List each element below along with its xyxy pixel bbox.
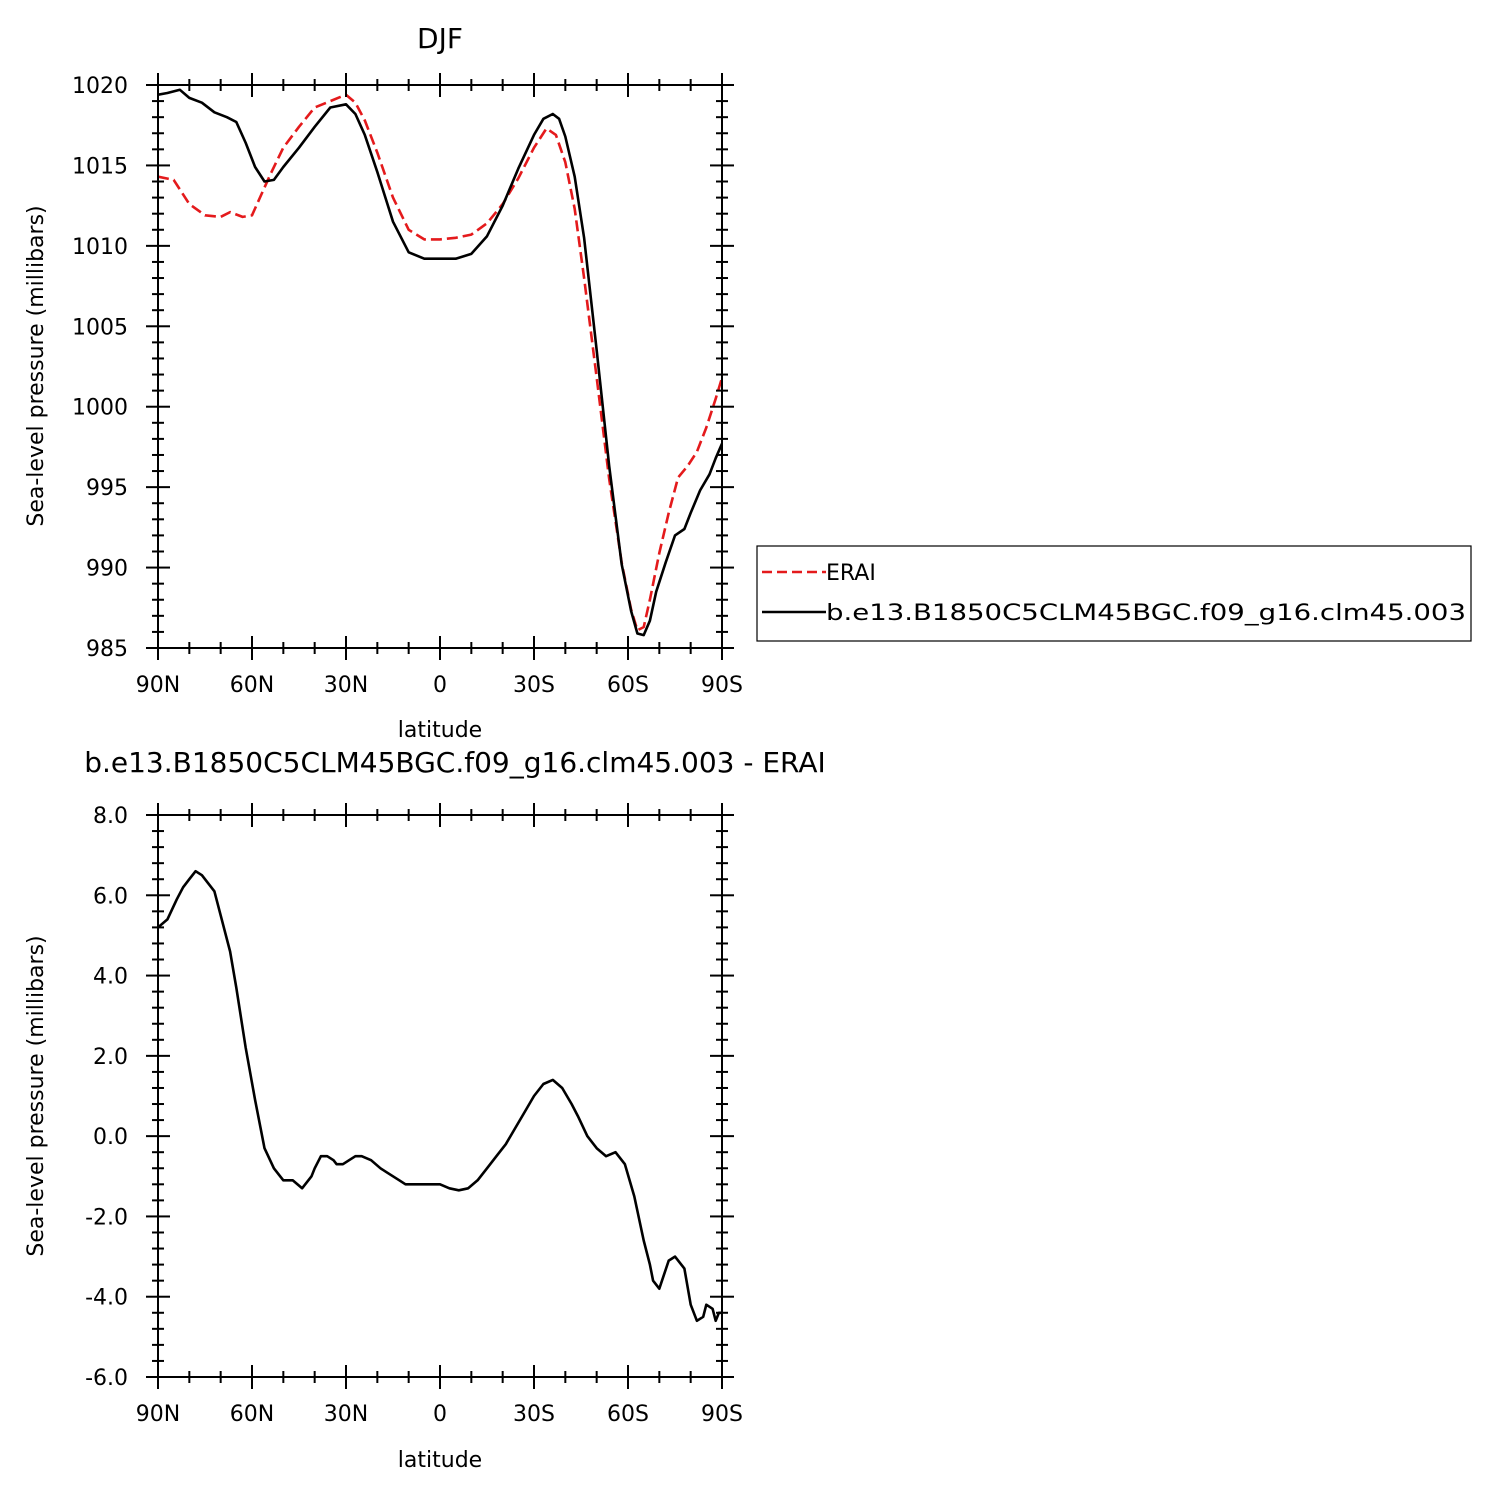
bottom-chart-title: b.e13.B1850C5CLM45BGC.f09_g16.clm45.003 … [84,746,826,779]
legend-box [756,545,1472,642]
top-panel: DJF 90N 60N 30N 0 30S 60S 90S 985 990 995 1000 1005… [24,22,743,743]
bottom-plot-frame [157,814,723,1378]
bottom-y-axis-label: Sea-level pressure (millibars) [24,935,49,1256]
bottom-series-layer [158,869,722,1323]
top-x-tick-label: 60S [607,673,649,698]
legend-erai-label: ERAI [826,561,876,586]
top-y-axis-label: Sea-level pressure (millibars) [24,205,49,526]
bottom-panel: b.e13.B1850C5CLM45BGC.f09_g16.clm45.003 … [24,746,826,1473]
top-series-erai-line [158,93,722,632]
top-y-tick-label: 1020 [72,74,128,99]
bottom-x-tick-label: 60N [230,1402,274,1427]
top-x-axis-label: latitude [398,718,482,743]
legend-model-label: b.e13.B1850C5CLM45BGC.f09_g16.clm45.003 [826,601,1466,626]
top-x-tick-label: 60N [230,673,274,698]
bottom-y-tick-label: 0.0 [93,1125,128,1150]
bottom-x-tick-label: 60S [607,1402,649,1427]
top-y-tick-label: 985 [86,637,128,662]
bottom-x-axis-label: latitude [398,1448,482,1473]
top-y-tick-label: 1000 [72,396,128,421]
bottom-y-tick-label: -6.0 [85,1366,128,1391]
top-x-tick-label: 90S [701,673,743,698]
bottom-y-tick-label: 2.0 [93,1045,128,1070]
top-y-tick-label: 1005 [72,315,128,340]
bottom-y-tick-label: 8.0 [93,804,128,829]
top-axes: 90N 60N 30N 0 30S 60S 90S 985 990 995 1000 1005 1010… [72,73,743,698]
top-chart-title: DJF [417,22,463,55]
bottom-y-tick-label: -4.0 [85,1286,128,1311]
top-y-tick-label: 995 [86,476,128,501]
bottom-axes: 90N 60N 30N 0 30S 60S 90S -6.0 -4.0 -2.0 0.0 2.0 4.0… [85,803,743,1427]
bottom-x-tick-label: 30S [513,1402,555,1427]
top-x-tick-label: 0 [433,673,447,698]
bottom-x-tick-label: 90N [136,1402,180,1427]
top-x-tick-label: 90N [136,673,180,698]
top-series-b-e13-b1850c5clm45bgc-f09-g16-clm45-003-line [158,88,722,637]
bottom-x-tick-label: 30N [324,1402,368,1427]
top-y-tick-label: 990 [86,557,128,582]
bottom-series-difference-line [158,869,722,1323]
top-y-tick-label: 1015 [72,154,128,179]
top-plot-frame [157,84,723,649]
legend: ERAI b.e13.B1850C5CLM45BGC.f09_g16.clm45… [756,545,1472,642]
top-y-tick-label: 1010 [72,235,128,260]
bottom-x-tick-label: 0 [433,1402,447,1427]
bottom-y-tick-label: -2.0 [85,1205,128,1230]
top-series-layer [158,88,722,637]
top-x-tick-label: 30S [513,673,555,698]
bottom-x-tick-label: 90S [701,1402,743,1427]
top-x-tick-label: 30N [324,673,368,698]
bottom-y-tick-label: 6.0 [93,884,128,909]
bottom-y-tick-label: 4.0 [93,965,128,990]
